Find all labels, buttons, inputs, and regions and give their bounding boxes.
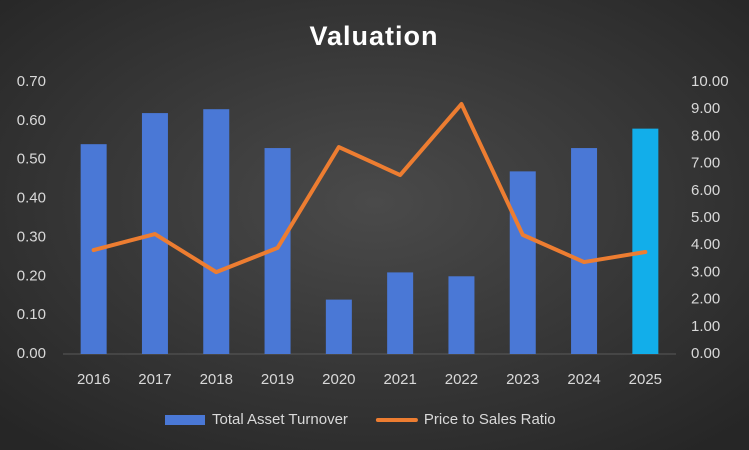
- legend-label: Price to Sales Ratio: [424, 411, 556, 428]
- bar: [571, 148, 598, 354]
- y-tick-label: 0.70: [17, 73, 46, 90]
- y2-tick-label: 2.00: [691, 291, 720, 308]
- y2-tick-label: 8.00: [691, 127, 720, 144]
- chart-title: Valuation: [309, 21, 438, 51]
- line: [91, 102, 648, 275]
- bar: [387, 272, 414, 354]
- x-tick-label: 2020: [322, 371, 355, 388]
- y2-tick-label: 7.00: [691, 155, 720, 172]
- x-tick-label: 2021: [383, 371, 416, 388]
- y2-tick-label: 10.00: [691, 73, 729, 90]
- y2-tick-label: 1.00: [691, 318, 720, 335]
- x-tick-label: 2018: [200, 371, 233, 388]
- y-tick-label: 0.40: [17, 190, 46, 207]
- x-tick-label: 2022: [445, 371, 478, 388]
- y-tick-label: 0.00: [17, 345, 46, 362]
- y2-tick-label: 9.00: [691, 100, 720, 117]
- bar: [448, 276, 475, 354]
- x-tick-label: 2025: [629, 371, 662, 388]
- x-tick-label: 2024: [567, 371, 600, 388]
- y-tick-label: 0.20: [17, 267, 46, 284]
- y2-tick-label: 3.00: [691, 263, 720, 280]
- bar: [325, 299, 352, 354]
- y2-tick-label: 5.00: [691, 209, 720, 226]
- legend-swatch: [165, 415, 205, 425]
- x-tick-label: 2019: [261, 371, 294, 388]
- y-tick-label: 0.10: [17, 306, 46, 323]
- bar: [509, 171, 536, 354]
- x-tick-label: 2023: [506, 371, 539, 388]
- y2-tick-label: 6.00: [691, 182, 720, 199]
- y-tick-label: 0.50: [17, 151, 46, 168]
- y-tick-label: 0.30: [17, 228, 46, 245]
- y-tick-label: 0.60: [17, 112, 46, 129]
- bar: [632, 128, 659, 354]
- x-tick-label: 2017: [138, 371, 171, 388]
- bar: [203, 109, 230, 354]
- y2-tick-label: 0.00: [691, 345, 720, 362]
- y2-tick-label: 4.00: [691, 236, 720, 253]
- legend-label: Total Asset Turnover: [212, 411, 348, 428]
- x-tick-label: 2016: [77, 371, 110, 388]
